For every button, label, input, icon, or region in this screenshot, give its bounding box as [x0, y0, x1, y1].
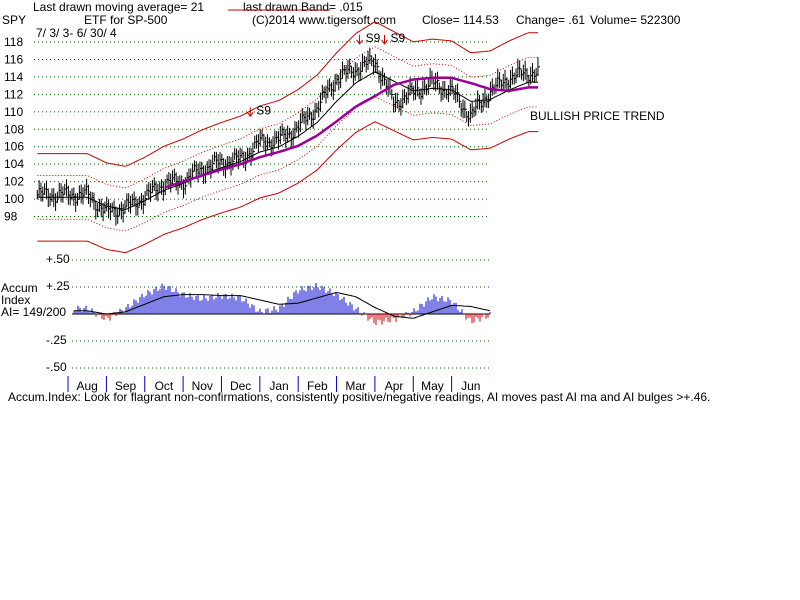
price-ytick-label: 104 — [4, 157, 24, 171]
ma-label: Last drawn moving average= 21 — [33, 0, 205, 14]
price-ytick-label: 100 — [4, 192, 24, 206]
signal-arrow-head — [381, 39, 388, 45]
accum-title-line1: Accum — [1, 281, 38, 295]
price-ytick-label: 106 — [4, 140, 24, 154]
long-ma-line — [164, 76, 538, 189]
footer-note: Accum.Index: Look for flagrant non-confi… — [8, 390, 711, 404]
price-ytick-label: 112 — [4, 87, 23, 101]
month-label: Aug — [77, 379, 98, 393]
price-ytick-label: 116 — [4, 52, 23, 66]
price-ytick-label: 118 — [4, 35, 23, 49]
price-ytick-label: 98 — [4, 210, 18, 224]
copyright-label: (C)2014 www.tigersoft.com — [252, 13, 397, 27]
accum-ytick-label: -.50 — [46, 360, 67, 374]
price-ytick-label: 108 — [4, 122, 24, 136]
accum-ytick-label: -.25 — [46, 333, 67, 347]
accum-ai-label: AI= 149/200 — [1, 305, 67, 319]
signal-label: S9 — [256, 103, 271, 117]
month-label: Jan — [269, 379, 288, 393]
price-ytick-label: 110 — [4, 105, 23, 119]
etf-label: ETF for SP-500 — [84, 13, 168, 27]
month-label: Oct — [155, 379, 174, 393]
month-label: May — [421, 379, 444, 393]
month-label: Mar — [345, 379, 366, 393]
volume-label: Volume= 522300 — [590, 13, 681, 27]
accum-title-line2: Index — [1, 293, 31, 307]
signal-label: S9 — [366, 31, 381, 45]
month-label: Nov — [192, 379, 213, 393]
ma21-line — [37, 71, 538, 211]
upper-inner-band-line — [37, 46, 538, 189]
month-label: Apr — [385, 379, 404, 393]
close-label: Close= 114.53 — [422, 13, 499, 27]
lower-band-line — [37, 121, 538, 254]
month-label: Sep — [115, 379, 137, 393]
accum-ytick-label: +.25 — [46, 279, 70, 293]
signal-label: S9 — [391, 31, 406, 45]
accum-ma-line — [74, 292, 491, 319]
signal-arrow-head — [246, 112, 254, 118]
price-ytick-label: 114 — [4, 70, 23, 84]
date-range-label: 7/ 3/ 3- 6/ 30/ 4 — [36, 26, 117, 40]
price-ytick-label: 102 — [4, 175, 24, 189]
change-label: Change= .61 — [516, 13, 586, 27]
month-label: Feb — [307, 379, 328, 393]
month-label: Jun — [461, 379, 480, 393]
upper-band-line — [37, 21, 538, 167]
trend-label: BULLISH PRICE TREND — [530, 109, 665, 123]
ticker-label: SPY — [2, 13, 27, 27]
month-label: Dec — [230, 379, 251, 393]
accum-ytick-label: +.50 — [46, 252, 70, 266]
signal-arrow-head — [356, 39, 363, 45]
